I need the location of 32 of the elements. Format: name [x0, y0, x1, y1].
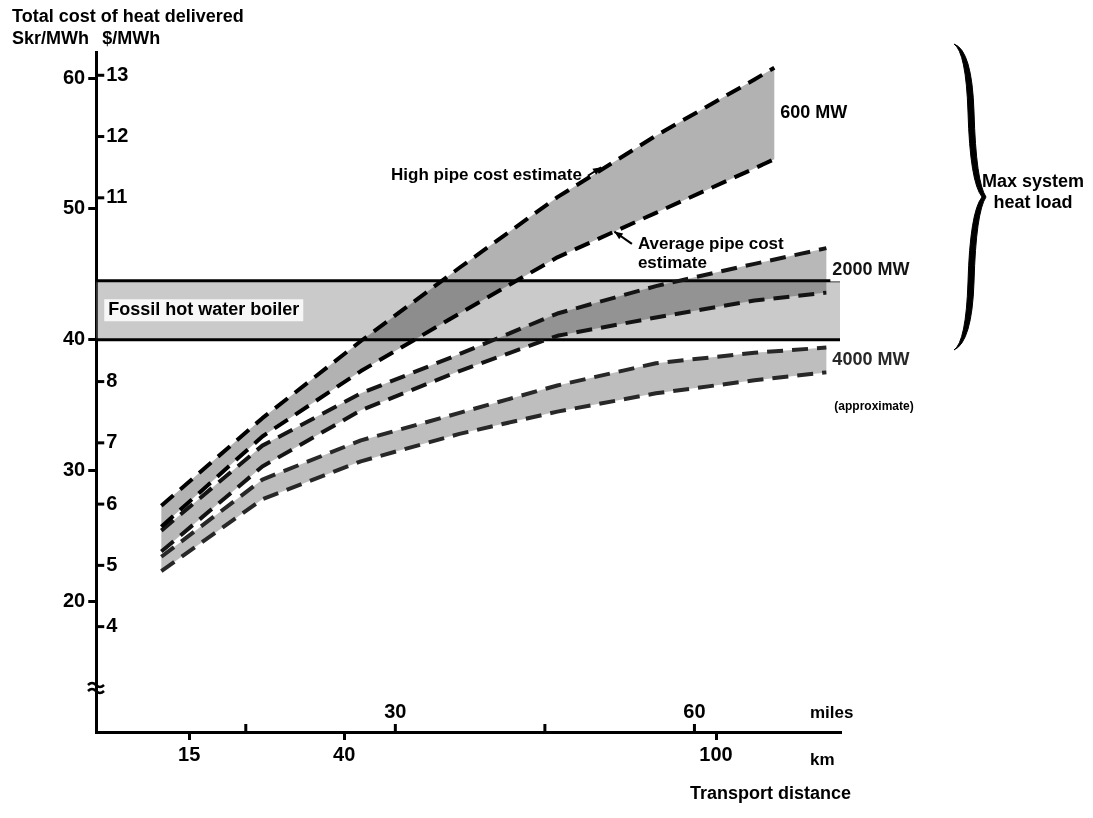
x2-axis-title: miles [810, 703, 854, 722]
x-tick-label: 100 [699, 742, 733, 765]
y2-tick-label: 4 [106, 614, 119, 637]
y-tick-label: 20 [63, 588, 86, 611]
annotation: (approximate) [834, 398, 914, 413]
y-axis-title: Skr/MWh [12, 28, 90, 48]
annotation: Average pipe cost estimate [637, 233, 785, 272]
x-axis-title: km [810, 750, 835, 769]
x2-tick-label: 30 [384, 700, 407, 722]
text: Max system heat load [981, 170, 1085, 212]
y-tick-label: 30 [63, 457, 86, 480]
y2-tick-label: 5 [106, 552, 118, 575]
y-tick-label: 60 [63, 65, 86, 88]
series-label: 2000 MW [832, 259, 910, 280]
x-tick-label: 40 [333, 742, 356, 765]
y2-tick-label: 8 [106, 369, 118, 392]
y2-tick-label: 11 [106, 185, 128, 208]
y2-tick-label: 6 [106, 491, 118, 514]
chart-title: Total cost of heat delivered [12, 6, 244, 26]
series-label: 4000 MW [832, 348, 910, 369]
x-tick-label: 15 [178, 742, 201, 765]
x2-tick-label: 60 [683, 700, 706, 722]
annotation: High pipe cost estimate [391, 165, 582, 185]
y2-axis-title: $/MWh [102, 28, 161, 48]
y2-tick-label: 7 [106, 430, 118, 453]
text: Transport distance [690, 782, 852, 803]
y-tick-label: 50 [63, 196, 86, 219]
band-label: Fossil hot water boiler [108, 299, 300, 320]
y2-tick-label: 12 [106, 124, 129, 147]
y-tick-label: 40 [63, 327, 86, 350]
series-label: 600 MW [780, 102, 848, 123]
y2-tick-label: 13 [106, 62, 129, 85]
